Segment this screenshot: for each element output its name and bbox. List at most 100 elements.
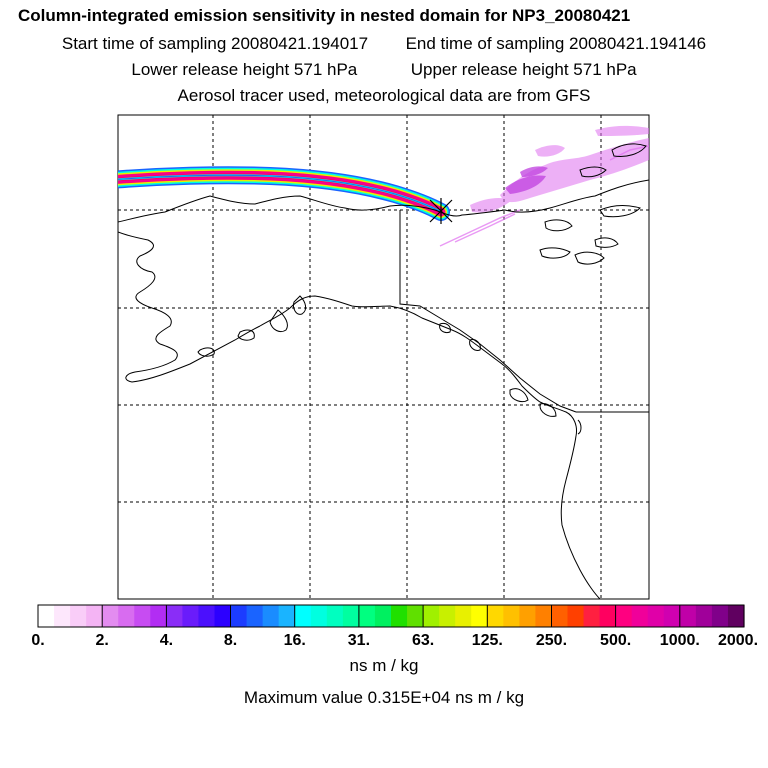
colorbar-tick-label: 4. — [159, 632, 174, 649]
colorbar-cell — [118, 605, 135, 627]
island-outline — [539, 403, 557, 417]
colorbar-cell — [134, 605, 151, 627]
colorbar-cell — [86, 605, 103, 627]
colorbar-cell — [407, 605, 424, 627]
colorbar-cell — [679, 605, 697, 627]
colorbar-cell — [294, 605, 312, 627]
island-outline — [574, 251, 605, 265]
colorbar-cell — [38, 605, 55, 627]
colorbar-cell — [262, 605, 280, 627]
colorbar-tick-label: 8. — [223, 632, 238, 649]
colorbar-cell — [310, 605, 328, 627]
sensitivity-streak — [439, 209, 521, 247]
colorbar-cell — [487, 605, 504, 627]
colorbar-cell — [583, 605, 601, 627]
island-outline — [539, 247, 571, 259]
colorbar-cell — [695, 605, 713, 627]
colorbar-cell — [358, 605, 376, 627]
colorbar-cell — [663, 605, 681, 627]
coast-detail — [577, 419, 582, 435]
colorbar-cell — [70, 605, 87, 627]
colorbar-cell — [342, 605, 360, 627]
colorbar-cells — [38, 605, 745, 627]
sensitivity-patch — [500, 138, 649, 203]
island-outline — [293, 295, 307, 315]
island-outline — [269, 309, 288, 333]
sensitivity-patch — [595, 125, 649, 136]
upper-release-text: Upper release height 571 hPa — [410, 60, 637, 79]
colorbar-cell — [326, 605, 344, 627]
colorbar-dividers — [101, 605, 681, 627]
colorbar-cell — [471, 605, 488, 627]
sensitivity-core — [505, 166, 548, 194]
us-west-coastline — [560, 435, 601, 599]
island-outline — [439, 323, 451, 333]
sensitivity-patches — [470, 125, 649, 213]
colorbar-tick-label: 250. — [535, 632, 568, 649]
colorbar-cell — [246, 605, 264, 627]
colorbar-cell — [54, 605, 71, 627]
colorbar-cell — [647, 605, 665, 627]
colorbar-cell — [214, 605, 232, 627]
colorbar-tick-label: 31. — [347, 632, 371, 649]
colorbar-cell — [535, 605, 553, 627]
lower-release-text: Lower release height 571 hPa — [131, 60, 358, 79]
figure-title: Column-integrated emission sensitivity i… — [18, 6, 631, 25]
colorbar-cell — [519, 605, 537, 627]
island-outline — [579, 166, 607, 178]
plume-band — [118, 174, 442, 213]
release-point-marker — [429, 198, 453, 224]
colorbar-cell — [615, 605, 633, 627]
sensitivity-patch — [535, 145, 565, 157]
colorbar-cell — [567, 605, 585, 627]
start-time-text: Start time of sampling 20080421.194017 — [61, 34, 369, 53]
colorbar-tick-label: 2000. — [717, 632, 759, 649]
colorbar-tick-label: 500. — [600, 632, 632, 649]
colorbar-frame — [37, 604, 745, 628]
island-outline — [197, 347, 215, 357]
borders — [399, 210, 649, 413]
southern-coastline — [259, 295, 577, 437]
colorbar-tick-label: 63. — [411, 632, 435, 649]
maximum-value-text: Maximum value 0.315E+04 ns m / kg — [243, 688, 525, 707]
emission-plume — [118, 166, 450, 221]
end-time-text: End time of sampling 20080421.194146 — [405, 34, 707, 53]
colorbar-cell — [711, 605, 729, 627]
colorbar-cell — [423, 605, 440, 627]
island-outline — [544, 219, 573, 232]
coastlines — [118, 143, 649, 599]
sensitivity-streak — [454, 213, 516, 243]
map-content — [118, 115, 649, 599]
release-heights-row: Lower release height 571 hPa Upper relea… — [0, 60, 768, 80]
colorbar — [37, 604, 745, 628]
sensitivity-patch — [505, 175, 546, 194]
colorbar-tick-label: 125. — [471, 632, 503, 649]
island-outline — [599, 205, 641, 218]
colorbar-cell — [727, 605, 745, 627]
colorbar-cell — [439, 605, 456, 627]
colorbar-tick-label: 16. — [283, 632, 306, 649]
island-outline — [509, 388, 529, 403]
colorbar-cell — [230, 605, 248, 627]
colorbar-cell — [599, 605, 617, 627]
tracer-note: Aerosol tracer used, meteorological data… — [177, 86, 591, 105]
colorbar-cell — [503, 605, 520, 627]
colorbar-tick-label: 2. — [95, 632, 109, 649]
colorbar-tick-label: 1000. — [659, 632, 700, 649]
colorbar-cell — [551, 605, 569, 627]
colorbar-cell — [166, 605, 184, 627]
arctic-coastline — [118, 179, 649, 223]
sensitivity-patch — [470, 197, 512, 213]
colorbar-cell — [374, 605, 392, 627]
colorbar-tick-label: 0. — [31, 632, 45, 649]
colorbar-cell — [455, 605, 472, 627]
colorbar-cell — [278, 605, 296, 627]
sampling-times-row: Start time of sampling 20080421.194017 E… — [0, 34, 768, 54]
island-outline — [594, 237, 619, 248]
colorbar-cell — [391, 605, 408, 627]
western-coastline — [118, 231, 261, 383]
island-outline — [237, 329, 255, 341]
colorbar-cell — [150, 605, 167, 627]
colorbar-units: ns m / kg — [349, 656, 419, 675]
